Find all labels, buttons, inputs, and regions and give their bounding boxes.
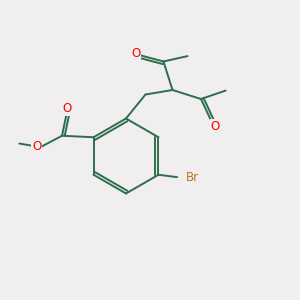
Text: O: O: [131, 47, 140, 61]
Text: Br: Br: [185, 171, 199, 184]
Text: O: O: [32, 140, 41, 153]
Text: O: O: [211, 119, 220, 133]
Text: O: O: [62, 102, 71, 115]
